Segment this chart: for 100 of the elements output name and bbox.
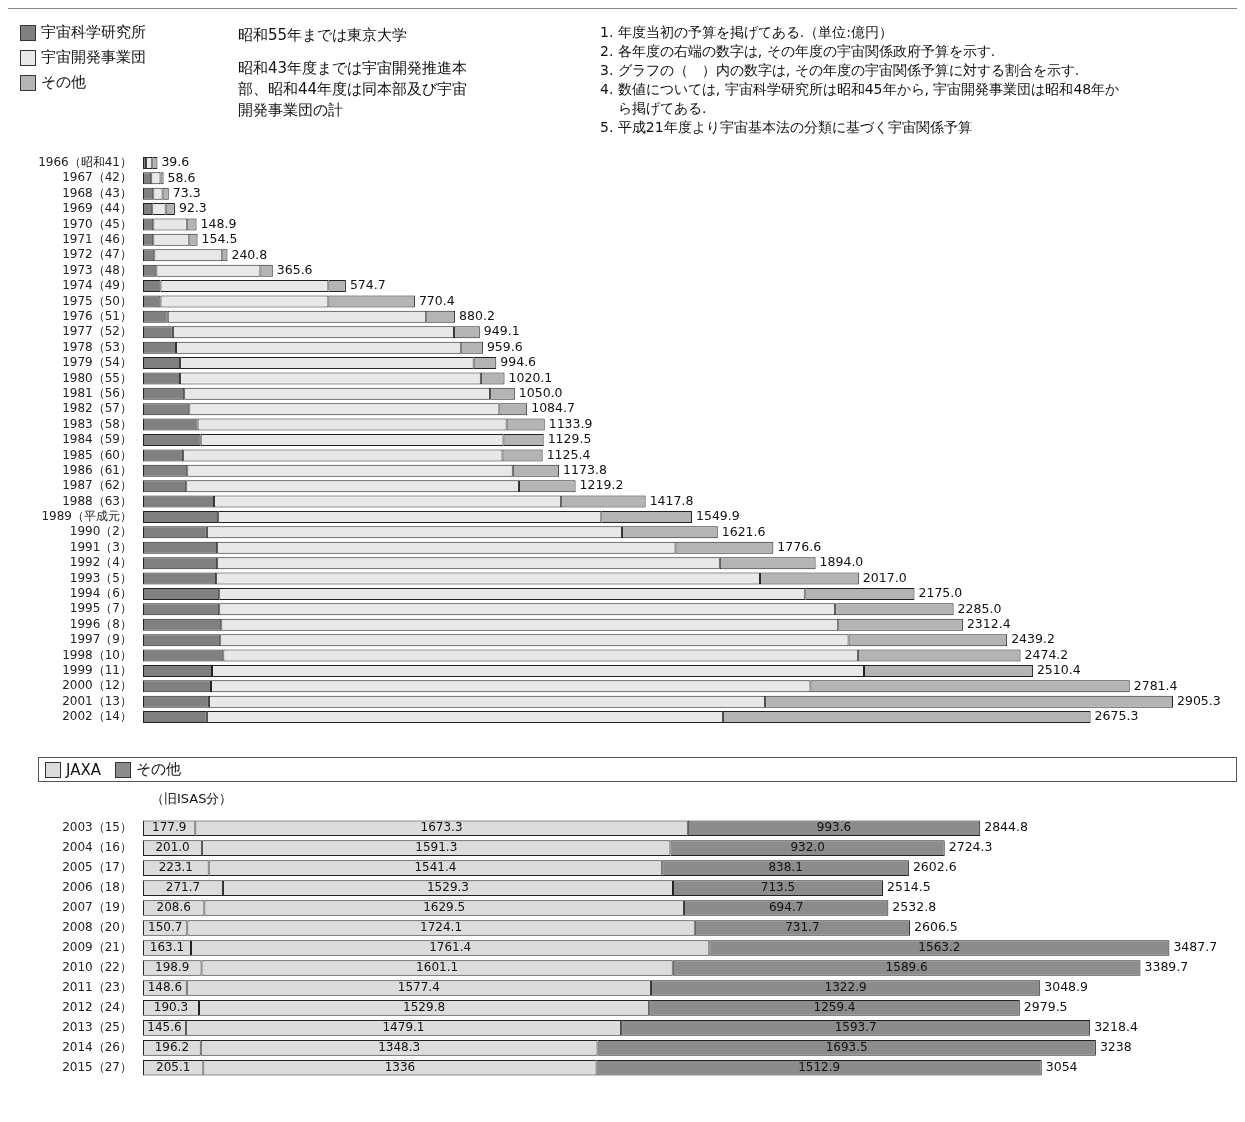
y-tick-label: 1984（59） xyxy=(62,432,132,447)
data-label: 163.1 xyxy=(149,940,185,955)
y-tick-label: 2007（19） xyxy=(62,900,132,915)
data-label: 271.7 xyxy=(165,880,201,895)
y-tick-label: 1973（48） xyxy=(62,262,132,277)
y-tick-label: 2008（20） xyxy=(62,920,132,935)
y-tick-label: 2013（25） xyxy=(62,1020,132,1034)
data-label: 1724.1 xyxy=(420,920,463,935)
data-label: 993.6 xyxy=(816,820,852,835)
y-tick-label: 1977（52） xyxy=(62,324,132,339)
data-label: 198.9 xyxy=(155,960,190,975)
y-tick-label: 1975（50） xyxy=(62,293,132,308)
y-tick-label: 1992（4） xyxy=(69,555,132,570)
y-tick-label: 1968（43） xyxy=(62,185,132,200)
annotation: 1129.5 xyxy=(547,431,592,447)
annotation: 994.6 xyxy=(500,354,537,370)
annotation: 2017.0 xyxy=(862,569,907,585)
y-tick-label: 2011（23） xyxy=(62,980,132,995)
y-tick-label: 1983（58） xyxy=(62,416,132,431)
total-label: 3054 xyxy=(1045,1059,1078,1075)
annotation: 1133.9 xyxy=(548,415,593,431)
data-label: 1322.9 xyxy=(824,980,867,995)
data-label: 1541.4 xyxy=(414,860,457,875)
y-tick-label: 1998（10） xyxy=(62,647,132,662)
total-label: 2532.8 xyxy=(892,899,937,915)
y-tick-label: 1974（49） xyxy=(62,278,132,293)
data-label: 1512.9 xyxy=(798,1059,841,1074)
y-tick-label: 1980（55） xyxy=(62,370,132,385)
y-tick-label: 2014（26） xyxy=(62,1039,132,1054)
annotation: 240.8 xyxy=(231,246,268,262)
text: 1. 年度当初の予算を掲げてある.（単位:億円） xyxy=(600,23,894,42)
y-tick-label: 1987（62） xyxy=(62,478,132,493)
annotation: 574.7 xyxy=(349,277,386,293)
annotation: 73.3 xyxy=(172,184,201,200)
annotation: 58.6 xyxy=(167,169,196,185)
data-label: 713.5 xyxy=(760,880,796,895)
y-tick-label: 2015（27） xyxy=(62,1059,132,1074)
annotation: 949.1 xyxy=(483,323,520,339)
y-tick-label: 1994（6） xyxy=(69,586,132,601)
legend-label: 宇宙開発事業団 xyxy=(41,48,146,67)
y-tick-label: 1995（7） xyxy=(69,601,132,616)
y-tick-label: 1976（51） xyxy=(62,308,132,323)
total-label: 2514.5 xyxy=(886,879,931,895)
annotation: 1020.1 xyxy=(508,369,553,385)
data-label: 694.7 xyxy=(768,900,804,915)
data-label: 1601.1 xyxy=(416,960,459,975)
y-tick-label: 1979（54） xyxy=(62,355,132,370)
data-label: 1529.8 xyxy=(403,1000,446,1015)
annotation: 2781.4 xyxy=(1133,677,1178,693)
y-tick-label: 1982（57） xyxy=(62,401,132,416)
total-label: 3238 xyxy=(1099,1039,1132,1055)
annotation: 1125.4 xyxy=(546,446,591,462)
annotation: 1776.6 xyxy=(777,539,822,555)
annotation: 39.6 xyxy=(161,154,190,170)
y-tick-label: 1985（60） xyxy=(62,447,132,462)
y-tick-label: 2012（24） xyxy=(62,1000,132,1015)
legend-label: その他 xyxy=(135,760,181,779)
y-tick-label: 1978（53） xyxy=(62,339,132,354)
legend-label: その他 xyxy=(41,73,86,92)
data-label: 1259.4 xyxy=(813,1000,856,1015)
data-label: 838.1 xyxy=(768,860,803,875)
data-label: 1577.4 xyxy=(397,980,440,995)
total-label: 3218.4 xyxy=(1094,1019,1138,1035)
data-label: 1761.4 xyxy=(429,940,472,955)
data-label: 196.2 xyxy=(154,1039,190,1054)
data-label: 177.9 xyxy=(152,820,187,835)
y-tick-label: 2001（13） xyxy=(62,693,132,708)
annotation: 1621.6 xyxy=(721,523,766,539)
y-tick-label: 2005（17） xyxy=(62,860,132,875)
data-label: 148.6 xyxy=(147,980,183,995)
legend-label: 宇宙科学研究所 xyxy=(41,23,146,42)
annotation: 1894.0 xyxy=(819,554,864,570)
data-label: 1693.5 xyxy=(825,1039,868,1054)
annotation: 2675.3 xyxy=(1094,708,1139,724)
y-tick-label: 1986（61） xyxy=(62,462,132,477)
data-label: 145.6 xyxy=(147,1020,182,1034)
text: 昭和55年までは東京大学 xyxy=(237,25,409,46)
data-label: 731.7 xyxy=(785,920,820,935)
data-label: 1336 xyxy=(384,1059,416,1074)
annotation: 1219.2 xyxy=(579,477,624,493)
total-label: 3389.7 xyxy=(1144,959,1189,975)
data-label: 1589.6 xyxy=(885,960,928,975)
y-tick-label: 1966（昭和41） xyxy=(38,155,132,170)
data-label: 201.0 xyxy=(155,840,190,855)
annotation: 880.2 xyxy=(459,308,495,324)
data-label: 1563.2 xyxy=(918,940,961,955)
data-label: 932.0 xyxy=(790,840,825,855)
data-label: 1673.3 xyxy=(420,820,463,835)
annotation: 2474.2 xyxy=(1024,646,1069,662)
legend-label: JAXA xyxy=(66,760,101,779)
y-tick-label: 1996（8） xyxy=(69,616,132,631)
y-tick-label: 1967（42） xyxy=(62,170,132,185)
total-label: 2602.6 xyxy=(912,859,957,875)
y-tick-label: 1970（45） xyxy=(62,216,132,231)
y-tick-label: 2006（18） xyxy=(62,880,132,895)
y-tick-label: 1971（46） xyxy=(62,232,132,246)
text: 昭和43年度までは宇宙開発推進本部、昭和44年度は同本部及び宇宙開発事業団の計 xyxy=(237,58,469,121)
annotation: 1417.8 xyxy=(649,492,694,508)
total-label: 3048.9 xyxy=(1044,979,1089,995)
annotation: 1173.8 xyxy=(563,462,607,478)
